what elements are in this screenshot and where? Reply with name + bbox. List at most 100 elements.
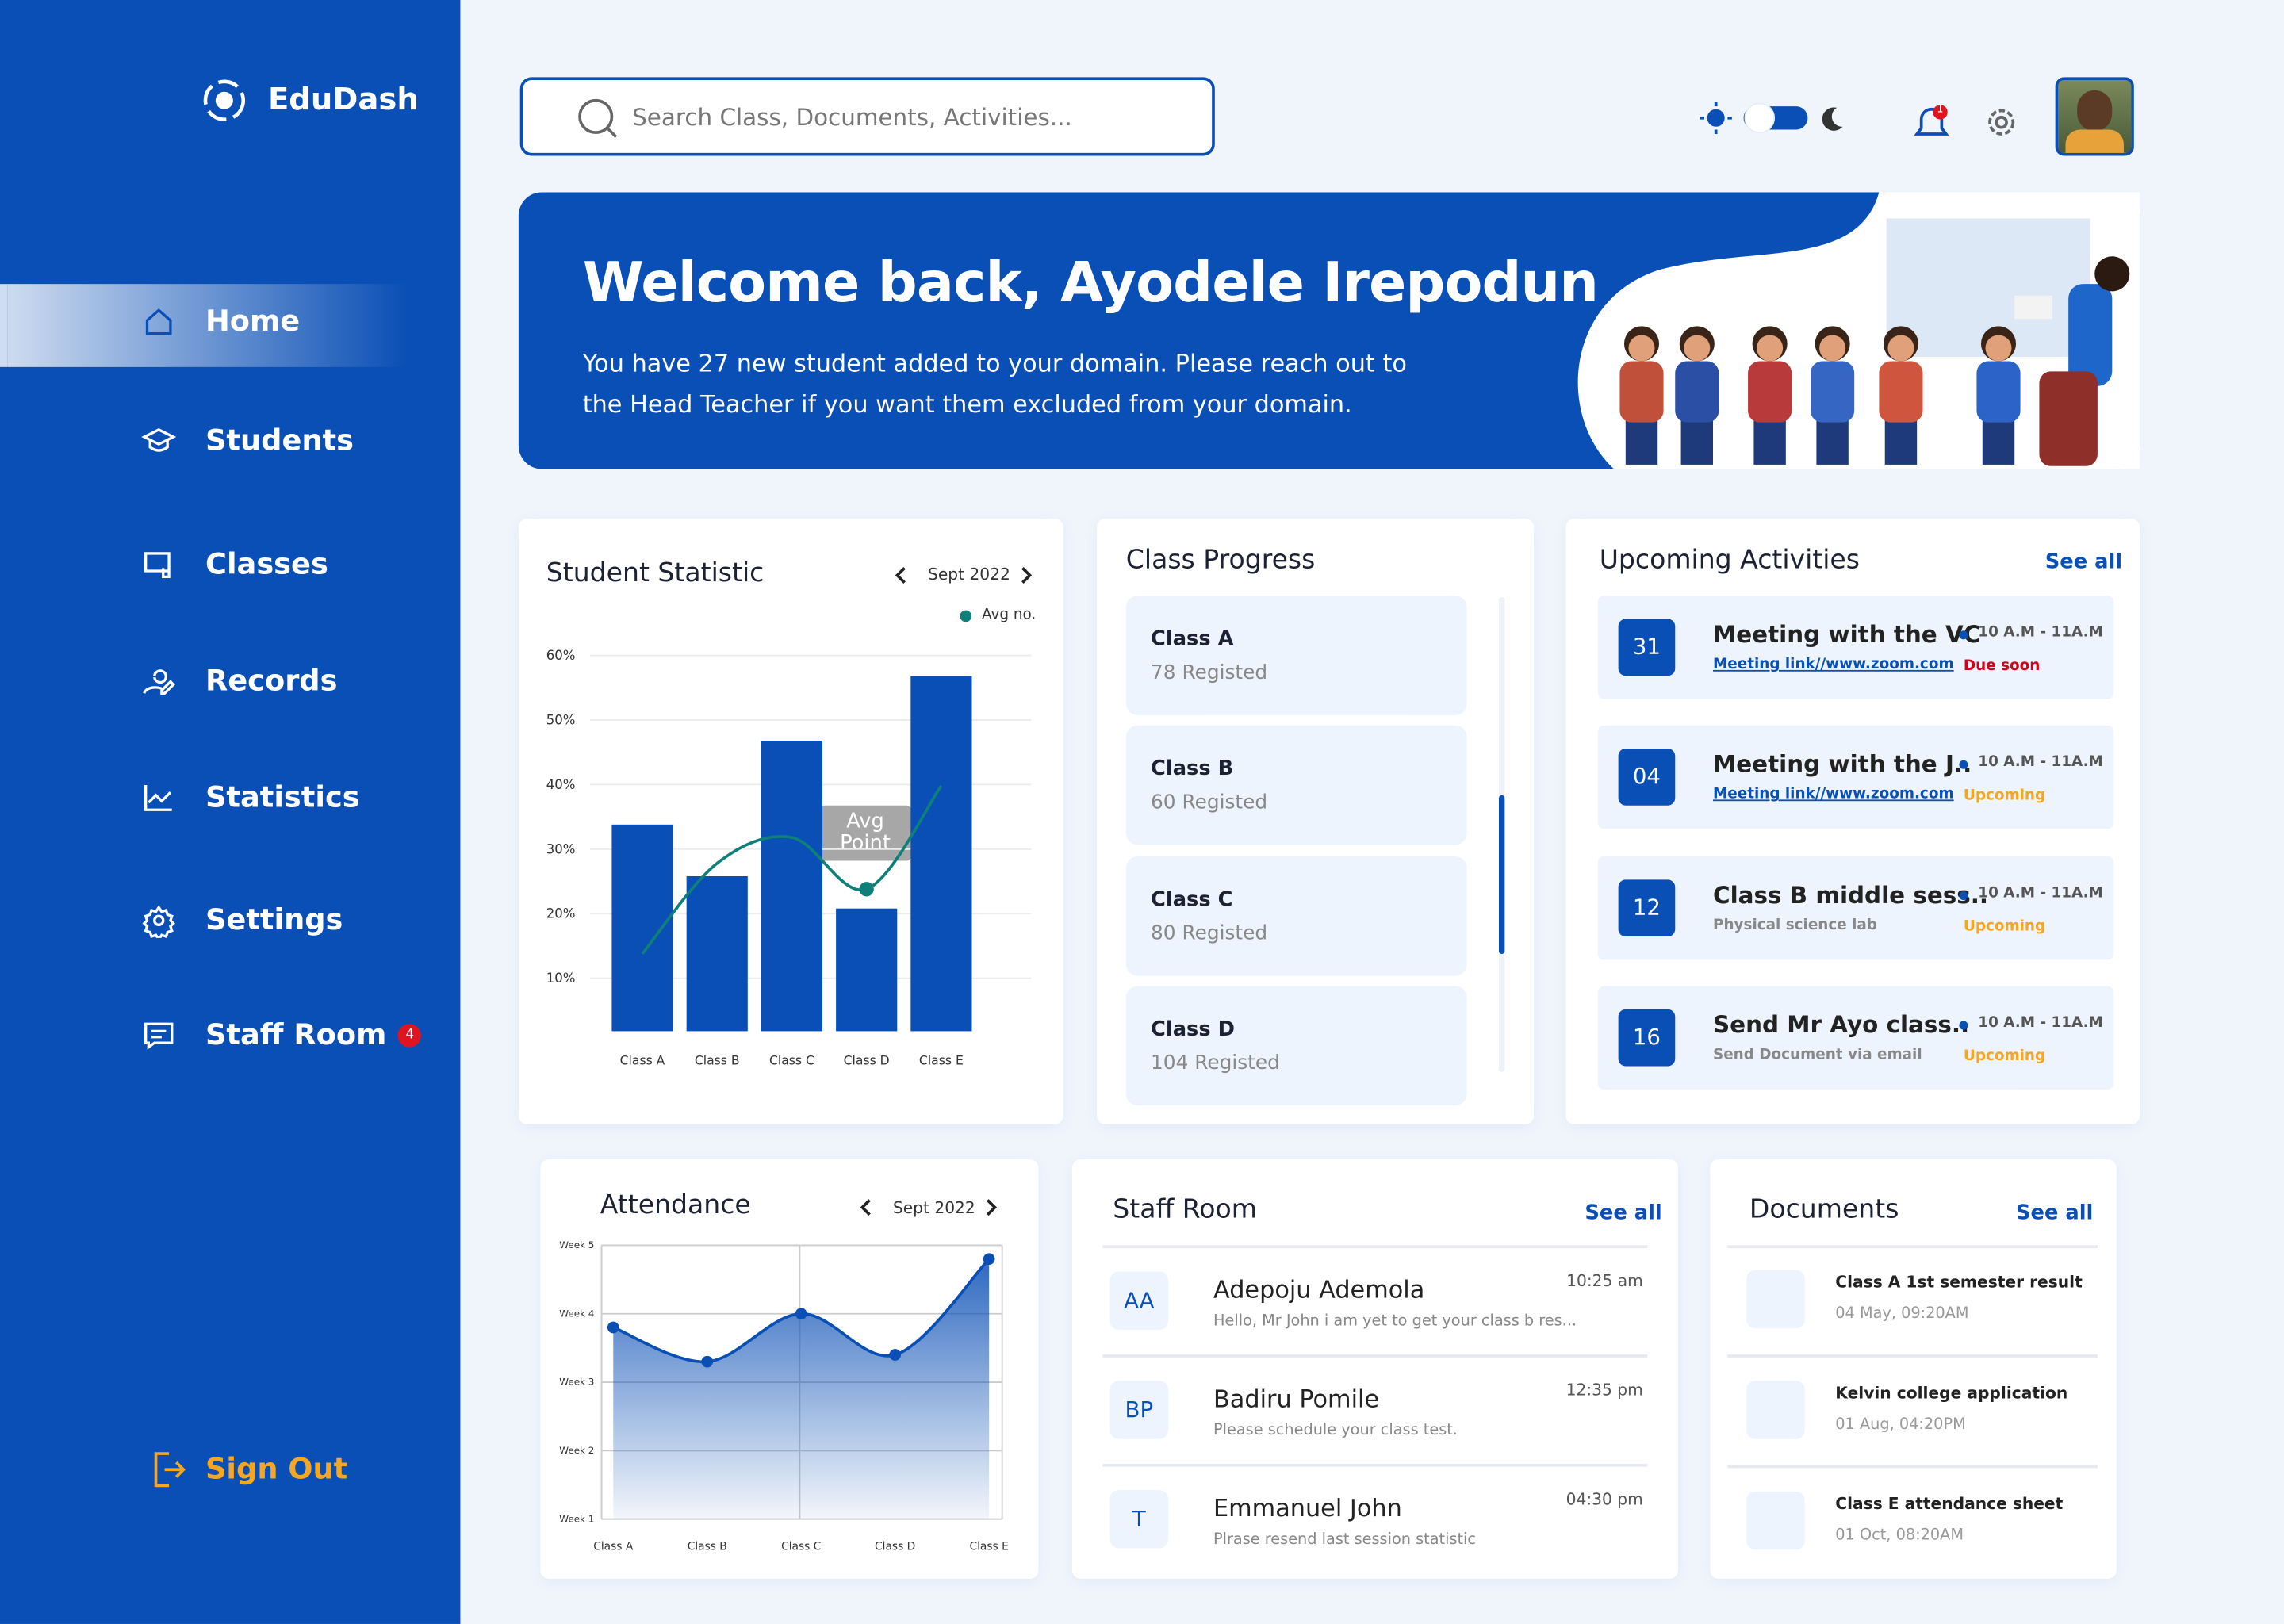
divider — [1727, 1245, 2098, 1249]
theme-toggle[interactable] — [1697, 96, 1850, 140]
see-all[interactable]: See all — [2016, 1201, 2094, 1225]
divider — [1727, 1465, 2098, 1469]
card-title: Upcoming Activities — [1599, 544, 1860, 576]
card-title: Student Statistic — [546, 557, 765, 589]
sign-out-icon[interactable] — [151, 1450, 186, 1488]
activity-item[interactable] — [1597, 856, 2114, 959]
nav-item[interactable]: Home — [205, 303, 301, 339]
initials: T — [1109, 1489, 1169, 1549]
doc-date: 04 May, 09:20AM — [1835, 1304, 1969, 1323]
sender[interactable]: Emmanuel John — [1213, 1494, 1402, 1522]
attendance-card — [540, 1159, 1039, 1580]
day: 16 — [1618, 1009, 1676, 1067]
card-title: Class Progress — [1125, 544, 1316, 576]
sender[interactable]: Adepoju Ademola — [1213, 1275, 1425, 1304]
day: 31 — [1618, 619, 1676, 676]
status: Due soon — [1963, 658, 2041, 675]
status: Upcoming — [1963, 918, 2046, 935]
nav-icon[interactable] — [141, 304, 176, 339]
icon-shape — [145, 308, 172, 335]
card-title: Documents — [1749, 1194, 1899, 1225]
nav-icon[interactable] — [141, 423, 177, 458]
icon-shape — [143, 669, 175, 695]
nav-icon[interactable] — [141, 903, 176, 938]
banner-text: You have 27 new student added to your do… — [582, 349, 1407, 419]
card-title: Staff Room — [1113, 1194, 1257, 1225]
progress-item — [1125, 726, 1467, 845]
nav-icon[interactable] — [141, 780, 176, 815]
divider — [1102, 1354, 1648, 1358]
time: 10 A.M - 11A.M — [1978, 624, 2103, 642]
message: Hello, Mr John i am yet to get your clas… — [1213, 1312, 1577, 1330]
initials: BP — [1109, 1381, 1169, 1439]
registered: 80 Registed — [1151, 921, 1268, 945]
nav-item[interactable]: Staff Room — [205, 1017, 387, 1052]
status: Upcoming — [1963, 1048, 2046, 1065]
doc-name[interactable]: Class E attendance sheet — [1835, 1494, 2064, 1514]
period: Sept 2022 — [892, 1198, 975, 1218]
message: Plrase resend last session statistic — [1213, 1530, 1477, 1549]
nav-active-edge — [0, 284, 8, 367]
sign-out[interactable]: Sign Out — [205, 1450, 348, 1486]
class-name: Class D — [1151, 1017, 1235, 1042]
see-all[interactable]: See all — [2044, 550, 2123, 574]
nav-item[interactable]: Statistics — [205, 779, 360, 814]
nav-item[interactable]: Settings — [205, 901, 343, 937]
staff-room-card — [1071, 1159, 1678, 1580]
doc-name[interactable]: Class A 1st semester result — [1835, 1273, 2083, 1293]
doc-date: 01 Aug, 04:20PM — [1835, 1415, 1966, 1434]
scroll-thumb[interactable] — [1499, 795, 1505, 955]
activity-item[interactable] — [1597, 726, 2114, 829]
message: Please schedule your class test. — [1213, 1421, 1458, 1439]
class-name: Class B — [1151, 757, 1234, 782]
doc-name[interactable]: Kelvin college application — [1835, 1383, 2068, 1403]
card-title: Attendance — [600, 1189, 751, 1221]
divider — [1102, 1245, 1648, 1249]
banner — [518, 192, 2140, 469]
search-box[interactable] — [519, 77, 1215, 156]
doc-icon-bg — [1746, 1270, 1805, 1329]
activity-sub[interactable]: Meeting link//www.zoom.com — [1713, 787, 1954, 803]
time: 10 A.M - 11A.M — [1978, 1015, 2103, 1032]
registered: 104 Registed — [1151, 1051, 1280, 1075]
icon-shape — [144, 1022, 174, 1050]
nav-active-bg — [7, 284, 408, 367]
brand: EduDash — [267, 81, 419, 117]
time: 10 A.M - 11A.M — [1978, 884, 2103, 902]
day: 04 — [1618, 749, 1676, 806]
nav-item[interactable]: Students — [205, 422, 354, 458]
sender[interactable]: Badiru Pomile — [1213, 1385, 1380, 1413]
nav-icon[interactable] — [141, 1018, 176, 1053]
avatar-body — [2065, 129, 2124, 153]
time-dot — [1959, 891, 1968, 900]
see-all[interactable]: See all — [1585, 1201, 1662, 1225]
activity-sub[interactable]: Meeting link//www.zoom.com — [1713, 657, 1954, 673]
time: 12:35 pm — [1565, 1381, 1643, 1400]
notification-badge: 1 — [1937, 103, 1944, 116]
doc-icon-bg — [1746, 1491, 1805, 1550]
avatar[interactable] — [2055, 77, 2134, 156]
nav-item[interactable]: Classes — [205, 546, 328, 581]
time-dot — [1959, 760, 1968, 770]
activity-title: Meeting with the J.. — [1713, 750, 1972, 779]
activity-item[interactable] — [1597, 986, 2114, 1090]
nav-icon[interactable] — [141, 665, 176, 699]
search-placeholder: Search Class, Documents, Activities... — [632, 103, 1072, 132]
annotation: Avg Point — [818, 805, 912, 861]
avatar-face — [2077, 90, 2113, 132]
progress-item — [1125, 596, 1467, 715]
class-name: Class A — [1151, 627, 1234, 652]
activity-title: Send Mr Ayo class.. — [1713, 1010, 1970, 1039]
period: Sept 2022 — [928, 565, 1010, 584]
activity-item[interactable] — [1597, 596, 2114, 699]
nav-icon[interactable] — [141, 548, 176, 583]
sidebar — [0, 0, 461, 1624]
divider — [1727, 1354, 2098, 1358]
bell-icon[interactable] — [1911, 102, 1952, 146]
nav-item[interactable]: Records — [205, 662, 338, 698]
time: 04:30 pm — [1565, 1489, 1643, 1509]
settings-icon[interactable] — [1984, 105, 2019, 140]
icon-shape — [142, 905, 175, 938]
icon-shape — [144, 785, 172, 811]
